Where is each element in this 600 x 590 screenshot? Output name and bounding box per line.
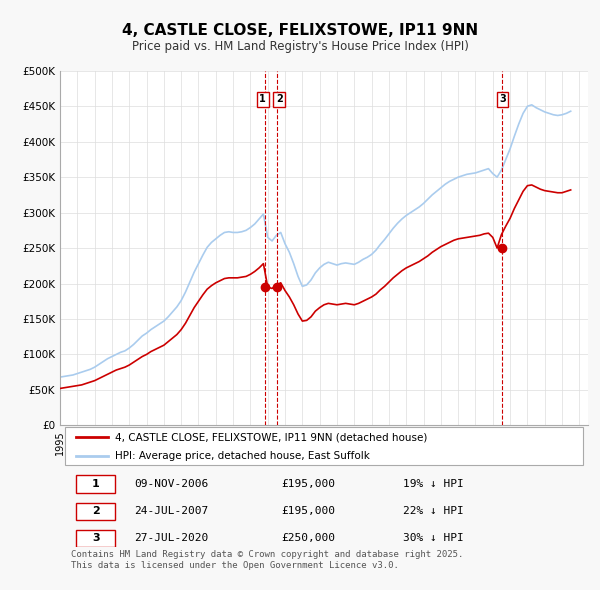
Text: 09-NOV-2006: 09-NOV-2006 (134, 479, 208, 489)
Text: 3: 3 (499, 94, 506, 104)
Text: HPI: Average price, detached house, East Suffolk: HPI: Average price, detached house, East… (115, 451, 370, 461)
FancyBboxPatch shape (76, 530, 115, 547)
Text: Price paid vs. HM Land Registry's House Price Index (HPI): Price paid vs. HM Land Registry's House … (131, 40, 469, 53)
Text: 30% ↓ HPI: 30% ↓ HPI (403, 533, 464, 543)
Text: 2: 2 (92, 506, 100, 516)
FancyBboxPatch shape (76, 503, 115, 520)
Text: £250,000: £250,000 (282, 533, 336, 543)
Text: 19% ↓ HPI: 19% ↓ HPI (403, 479, 464, 489)
FancyBboxPatch shape (65, 427, 583, 466)
Text: 1: 1 (259, 94, 266, 104)
Text: 2: 2 (276, 94, 283, 104)
Text: 4, CASTLE CLOSE, FELIXSTOWE, IP11 9NN (detached house): 4, CASTLE CLOSE, FELIXSTOWE, IP11 9NN (d… (115, 432, 428, 442)
Text: £195,000: £195,000 (282, 506, 336, 516)
FancyBboxPatch shape (76, 476, 115, 493)
Text: 27-JUL-2020: 27-JUL-2020 (134, 533, 208, 543)
Text: 4, CASTLE CLOSE, FELIXSTOWE, IP11 9NN: 4, CASTLE CLOSE, FELIXSTOWE, IP11 9NN (122, 24, 478, 38)
Text: 22% ↓ HPI: 22% ↓ HPI (403, 506, 464, 516)
Text: 1: 1 (92, 479, 100, 489)
Text: Contains HM Land Registry data © Crown copyright and database right 2025.
This d: Contains HM Land Registry data © Crown c… (71, 550, 463, 570)
Text: 24-JUL-2007: 24-JUL-2007 (134, 506, 208, 516)
Text: £195,000: £195,000 (282, 479, 336, 489)
Text: 3: 3 (92, 533, 100, 543)
